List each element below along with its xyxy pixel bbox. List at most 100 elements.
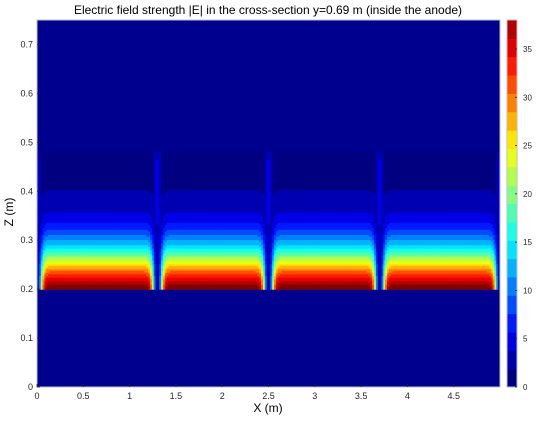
heatmap-cell [62, 282, 66, 285]
heatmap-cell [370, 258, 373, 261]
heatmap-cell [122, 268, 125, 271]
heatmap-cell [294, 273, 297, 277]
heatmap-cell [140, 273, 144, 277]
heatmap-cell [435, 282, 438, 285]
heatmap-cell [244, 275, 247, 278]
heatmap-cell [142, 261, 146, 265]
heatmap-cell [496, 268, 499, 271]
heatmap-cell [53, 265, 57, 268]
heatmap-cell [148, 254, 151, 258]
heatmap-cell [238, 282, 242, 285]
heatmap-cell [475, 277, 479, 280]
heatmap-cell [283, 263, 286, 266]
heatmap-cell [383, 268, 386, 271]
heatmap-cell [498, 273, 500, 277]
heatmap-cell [275, 254, 279, 258]
heatmap-cell [414, 265, 418, 268]
heatmap-cell [301, 261, 305, 265]
heatmap-cell [275, 280, 279, 283]
heatmap-cell [75, 263, 79, 266]
heatmap-cell [161, 261, 164, 265]
heatmap-cell [349, 287, 353, 290]
heatmap-cell [103, 268, 107, 271]
heatmap-cell [322, 280, 325, 283]
heatmap-cell [301, 277, 305, 280]
heatmap-cell [261, 284, 264, 287]
heatmap-cell [381, 260, 384, 263]
heatmap-cell [233, 280, 236, 283]
heatmap-cell [233, 266, 236, 270]
heatmap-cell [407, 261, 410, 265]
heatmap-cell [155, 260, 158, 263]
heatmap-cell [192, 270, 196, 273]
heatmap-cell [279, 278, 283, 282]
heatmap-cell [298, 285, 301, 289]
heatmap-cell [116, 284, 120, 287]
heatmap-cell [429, 272, 433, 275]
heatmap-cell [494, 261, 497, 265]
heatmap-cell [277, 280, 281, 283]
heatmap-cell [320, 272, 323, 275]
heatmap-cell [264, 266, 268, 270]
heatmap-cell [274, 256, 277, 259]
heatmap-cell [212, 278, 216, 282]
heatmap-cell [48, 273, 51, 277]
heatmap-cell [222, 260, 225, 263]
heatmap-cell [177, 278, 181, 282]
heatmap-cell [242, 282, 246, 285]
heatmap-cell [101, 258, 105, 261]
heatmap-cell [259, 265, 262, 268]
heatmap-cell [290, 285, 294, 289]
heatmap-cell [55, 280, 58, 283]
heatmap-cell [94, 275, 97, 278]
heatmap-cell [485, 280, 488, 283]
heatmap-cell [351, 275, 355, 278]
heatmap-cell [166, 258, 170, 261]
heatmap-cell [470, 280, 473, 283]
heatmap-cell [218, 278, 221, 282]
heatmap-cell [287, 272, 290, 275]
heatmap-cell [205, 282, 208, 285]
heatmap-cell [181, 270, 184, 273]
heatmap-cell [144, 275, 147, 278]
heatmap-cell [153, 265, 157, 268]
heatmap-cell [255, 277, 258, 280]
heatmap-cell [53, 268, 57, 271]
heatmap-cell [201, 254, 205, 258]
heatmap-cell [214, 256, 218, 259]
heatmap-cell [68, 278, 71, 282]
heatmap-cell [285, 282, 288, 285]
heatmap-cell [274, 268, 277, 271]
heatmap-cell [198, 287, 201, 290]
heatmap-cell [249, 282, 253, 285]
heatmap-cell [155, 254, 158, 258]
heatmap-cell [198, 280, 201, 283]
heatmap-cell [175, 270, 179, 273]
heatmap-cell [109, 282, 112, 285]
heatmap-cell [411, 258, 414, 261]
heatmap-cell [412, 261, 416, 265]
heatmap-cell [179, 272, 183, 275]
heatmap-cell [379, 256, 383, 259]
heatmap-cell [72, 265, 75, 268]
heatmap-cell [40, 256, 44, 259]
heatmap-cell [351, 285, 355, 289]
heatmap-cell [477, 280, 481, 283]
heatmap-cell [251, 268, 255, 271]
heatmap-cell [327, 254, 331, 258]
heatmap-cell [355, 273, 358, 277]
heatmap-cell [316, 285, 320, 289]
heatmap-cell [98, 256, 101, 259]
heatmap-cell [129, 268, 133, 271]
heatmap-cell [118, 280, 121, 283]
heatmap-cell [292, 273, 296, 277]
heatmap-cell [418, 254, 421, 258]
heatmap-cell [294, 265, 297, 268]
heatmap-cell [212, 260, 216, 263]
heatmap-cell [483, 261, 486, 265]
heatmap-cell [444, 261, 447, 265]
heatmap-cell [438, 266, 442, 270]
heatmap-cell [466, 282, 470, 285]
heatmap-cell [481, 284, 484, 287]
heatmap-cell [181, 254, 184, 258]
